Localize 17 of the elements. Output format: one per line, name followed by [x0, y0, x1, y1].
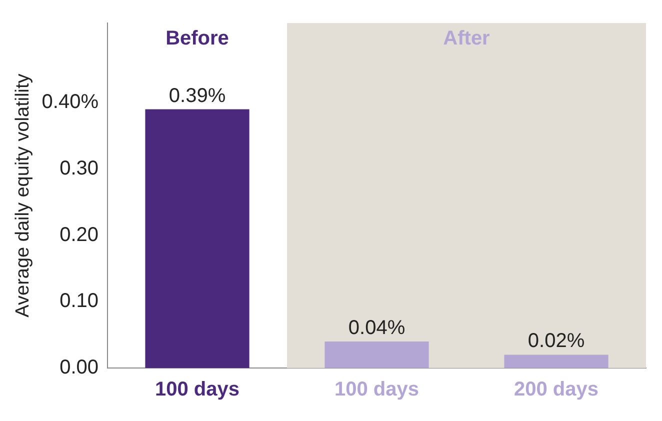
band-label: After [443, 28, 490, 50]
y-tick-label: 0.20 [60, 224, 99, 246]
x-tick-label: 100 days [155, 378, 240, 401]
bar [504, 354, 608, 368]
annotation: Before [166, 28, 229, 50]
y-axis-title: Average daily equity volatility [12, 73, 34, 318]
x-tick-label: 200 days [514, 378, 599, 401]
y-tick-label: 0.30 [60, 157, 99, 180]
data-label: 0.04% [348, 316, 406, 339]
x-tick-label: 100 days [334, 378, 420, 401]
y-tick-label: 0.40% [42, 91, 99, 114]
data-label: 0.39% [168, 84, 226, 107]
y-tick-label: 0.10 [60, 290, 99, 312]
bar [145, 109, 250, 368]
bar [324, 341, 429, 368]
y-tick-label: 0.00 [60, 356, 99, 379]
data-label: 0.02% [528, 330, 585, 352]
